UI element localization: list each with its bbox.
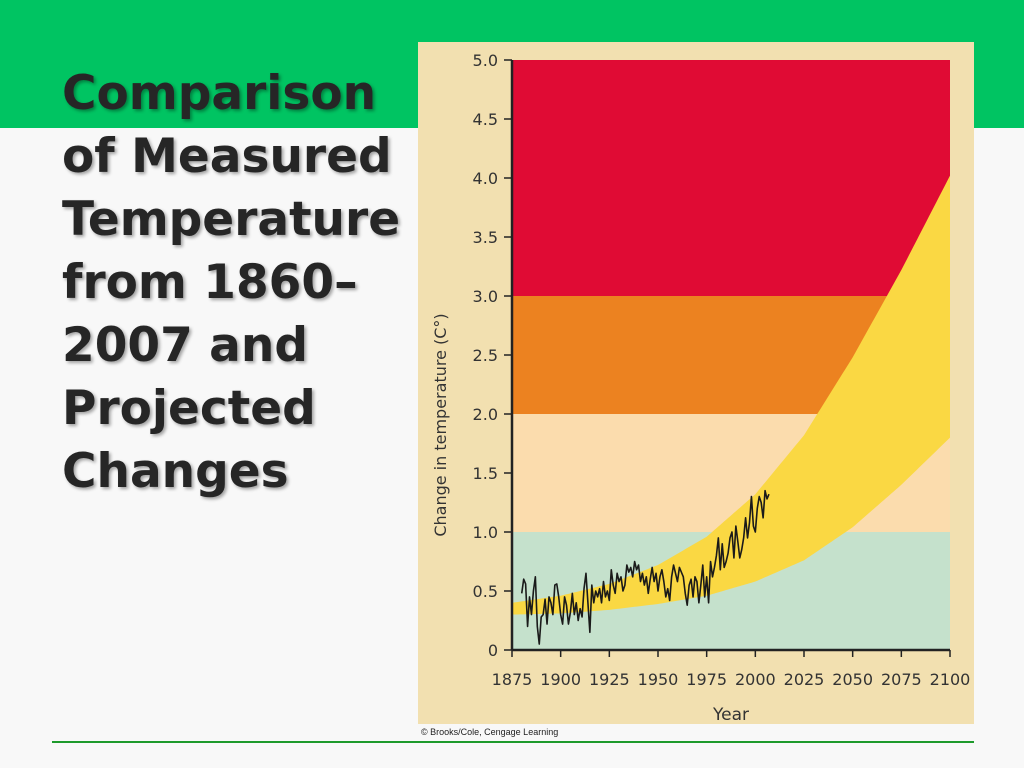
x-tick-label-2: 1925 xyxy=(589,670,630,689)
x-axis-label: Year xyxy=(712,705,749,724)
y-tick-label-0: 0 xyxy=(488,641,498,660)
temperature-chart: 0 0.5 1.0 1.5 2.0 2.5 3.0 3.5 4.0 4.5 5.0 1875 1900 1… xyxy=(418,42,974,724)
footer-rule xyxy=(52,741,974,743)
copyright-credit: © Brooks/Cole, Cengage Learning xyxy=(421,727,559,737)
y-tick-label-2: 1.0 xyxy=(473,523,498,542)
x-tick-label-5: 2000 xyxy=(735,670,776,689)
slide-title: Comparison of Measured Temperature from … xyxy=(62,66,401,499)
x-tick-label-7: 2050 xyxy=(832,670,873,689)
x-tick-label-0: 1875 xyxy=(492,670,533,689)
y-tick-label-8: 4.0 xyxy=(473,169,498,188)
y-tick-label-3: 1.5 xyxy=(473,464,498,483)
y-tick-label-1: 0.5 xyxy=(473,582,498,601)
figure-panel: 0 0.5 1.0 1.5 2.0 2.5 3.0 3.5 4.0 4.5 5.0 1875 1900 1… xyxy=(418,42,974,724)
measured-temperature-line xyxy=(520,489,770,645)
x-tick-label-4: 1975 xyxy=(686,670,727,689)
y-tick-label-7: 3.5 xyxy=(473,228,498,247)
zone-band-3 xyxy=(512,60,950,296)
y-tick-label-5: 2.5 xyxy=(473,346,498,365)
x-tick-label-3: 1950 xyxy=(638,670,679,689)
projection-band xyxy=(512,175,950,615)
x-tick-label-8: 2075 xyxy=(881,670,922,689)
y-tick-label-4: 2.0 xyxy=(473,405,498,424)
x-tick-label-1: 1900 xyxy=(540,670,581,689)
y-axis-label: Change in temperature (C°) xyxy=(431,313,450,536)
y-tick-label-6: 3.0 xyxy=(473,287,498,306)
x-tick-label-6: 2025 xyxy=(784,670,825,689)
x-tick-label-9: 2100 xyxy=(930,670,971,689)
y-tick-label-10: 5.0 xyxy=(473,51,498,70)
y-tick-label-9: 4.5 xyxy=(473,110,498,129)
